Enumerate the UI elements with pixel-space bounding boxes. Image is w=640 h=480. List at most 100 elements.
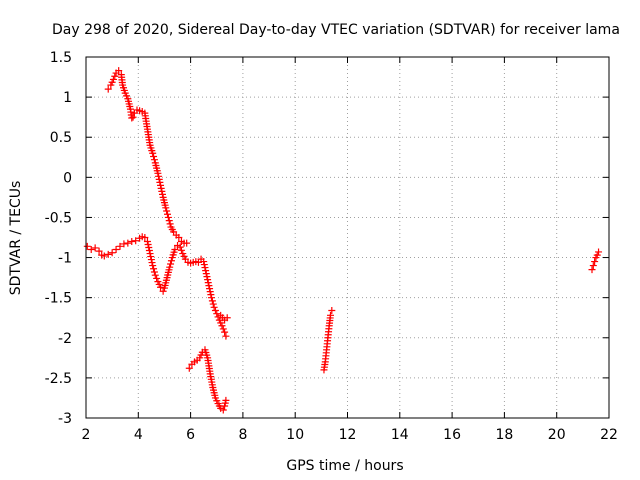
data-point-marker	[327, 311, 335, 319]
data-point-marker	[177, 246, 185, 254]
data-point-marker	[145, 244, 153, 252]
data-points	[83, 67, 603, 414]
x-tick-label: 18	[495, 427, 513, 443]
data-point-marker	[147, 253, 155, 261]
x-tick-label: 4	[134, 427, 143, 443]
series-arc-1	[83, 233, 230, 340]
data-point-marker	[150, 268, 158, 276]
y-tick-label: 0	[63, 170, 72, 186]
data-point-marker	[143, 238, 151, 246]
data-point-marker	[206, 288, 214, 296]
chart-title: Day 298 of 2020, Sidereal Day-to-day VTE…	[52, 22, 620, 38]
data-point-marker	[219, 406, 227, 414]
data-point-marker	[221, 328, 229, 336]
x-axis-label: GPS time / hours	[286, 458, 403, 474]
data-point-marker	[157, 184, 165, 192]
y-tick-label: -2	[58, 331, 72, 347]
data-point-marker	[144, 241, 152, 249]
data-point-marker	[589, 262, 597, 270]
data-point-marker	[201, 264, 209, 272]
data-point-marker	[111, 72, 119, 80]
data-point-marker	[167, 257, 175, 265]
data-point-marker	[207, 291, 215, 299]
data-point-marker	[595, 248, 603, 256]
y-tick-label: -1	[58, 251, 72, 267]
y-axis-label: SDTVAR / TECUs	[8, 181, 24, 296]
data-point-marker	[91, 244, 99, 252]
data-point-marker	[163, 207, 171, 215]
data-point-marker	[149, 149, 157, 157]
data-point-marker	[154, 169, 162, 177]
data-point-marker	[146, 250, 154, 258]
data-point-marker	[200, 258, 208, 266]
data-point-marker	[205, 282, 213, 290]
data-point-marker	[588, 266, 596, 274]
data-point-marker	[155, 172, 163, 180]
data-point-marker	[328, 307, 336, 315]
data-point-marker	[159, 287, 167, 295]
y-tick-label: -1.5	[45, 291, 72, 307]
data-point-marker	[148, 259, 156, 267]
data-point-marker	[150, 156, 158, 164]
data-point-marker	[95, 247, 103, 255]
y-tick-label: -3	[58, 411, 72, 427]
data-point-marker	[200, 261, 208, 269]
data-point-marker	[171, 246, 179, 254]
data-point-marker	[147, 256, 155, 264]
data-point-marker	[175, 234, 183, 241]
data-point-marker	[156, 178, 164, 186]
data-point-marker	[124, 239, 132, 247]
data-point-marker	[158, 190, 166, 198]
data-point-marker	[203, 273, 211, 281]
x-tick-label: 20	[548, 427, 566, 443]
tick-labels: 2 4 6 8 10 12 14 16 18 20 22 -3 -2.5 -2 -1.5 -1 -0.5 0 0.5…	[45, 50, 618, 443]
series-arc-6	[588, 248, 603, 274]
y-tick-label: -0.5	[45, 210, 72, 226]
data-point-marker	[165, 217, 173, 225]
data-point-marker	[128, 238, 136, 246]
data-point-marker	[116, 242, 124, 250]
data-point-marker	[149, 262, 157, 270]
data-point-marker	[223, 314, 231, 322]
data-point-marker	[222, 396, 230, 404]
data-point-marker	[129, 113, 137, 121]
x-tick-label: 2	[82, 427, 91, 443]
data-point-marker	[209, 300, 217, 308]
data-point-marker	[158, 187, 166, 195]
y-tick-label: 1.5	[50, 50, 72, 66]
series-arc-2	[104, 67, 191, 247]
data-point-marker	[222, 332, 230, 340]
data-point-marker	[211, 307, 219, 315]
data-point-marker	[208, 297, 216, 305]
data-point-marker	[204, 276, 212, 284]
data-point-marker	[210, 303, 218, 311]
data-point-marker	[132, 237, 140, 245]
data-point-marker	[104, 85, 112, 93]
data-point-marker	[219, 325, 227, 333]
data-point-marker	[204, 279, 212, 287]
data-point-marker	[591, 258, 599, 266]
data-point-marker	[108, 249, 116, 257]
data-point-marker	[104, 250, 112, 258]
data-point-marker	[128, 114, 136, 122]
x-tick-label: 10	[286, 427, 304, 443]
y-tick-label: -2.5	[45, 371, 72, 387]
data-point-marker	[83, 242, 91, 250]
data-point-marker	[176, 243, 184, 251]
data-point-marker	[167, 260, 175, 268]
series-arc-4	[217, 311, 231, 324]
data-point-marker	[157, 283, 165, 291]
y-tick-label: 1	[63, 90, 72, 106]
x-tick-label: 6	[186, 427, 195, 443]
x-tick-label: 16	[443, 427, 461, 443]
data-point-marker	[141, 234, 149, 241]
data-point-marker	[100, 252, 108, 260]
x-tick-label: 12	[339, 427, 357, 443]
data-point-marker	[208, 294, 216, 302]
data-point-marker	[145, 247, 153, 255]
data-point-marker	[166, 263, 174, 271]
data-point-marker	[115, 67, 123, 75]
data-point-marker	[150, 265, 158, 273]
